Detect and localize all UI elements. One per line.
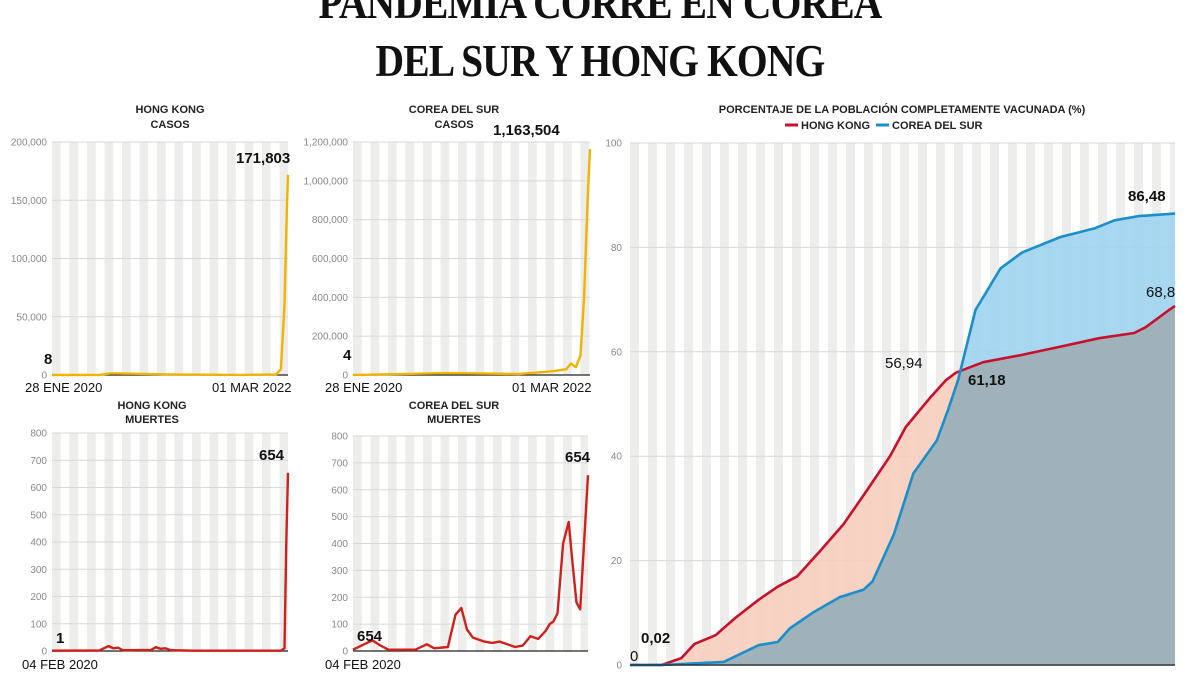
background-stripe [648, 143, 657, 665]
y-tick-label: 50,000 [16, 312, 47, 323]
series-line-hong-kong [630, 304, 1176, 667]
data-label: 56,94 [885, 355, 923, 372]
series-line-corea-del-sur [630, 212, 1176, 667]
y-tick-label: 0 [342, 647, 348, 658]
y-tick-label: 200 [30, 592, 47, 603]
background-stripe [738, 143, 747, 665]
y-tick-label: 100 [331, 620, 348, 631]
y-tick-label: 0 [41, 371, 47, 382]
chart-title: PORCENTAJE DE LA POBLACIÓN COMPLETAMENTE… [719, 103, 1086, 116]
y-tick-label: 300 [30, 565, 47, 576]
x-date-label: 04 FEB 2020 [22, 657, 98, 672]
y-tick-label: 400,000 [312, 293, 349, 304]
background-stripe [756, 143, 765, 665]
chart-kr-deaths: 0 100 200 300 400 500 600 700 800 COREA DEL SUR MU… [325, 400, 591, 672]
y-tick-label: 40 [611, 452, 623, 463]
y-tick-label: 1,200,000 [304, 138, 349, 149]
y-tick-label: 100,000 [11, 254, 48, 265]
x-date-label: 04 FEB 2020 [325, 657, 401, 672]
data-label: 1,163,504 [493, 122, 560, 139]
data-label: 8 [44, 351, 52, 368]
y-tick-label: 60 [611, 347, 623, 358]
chart-title: MUERTES [427, 414, 481, 426]
data-label: 0 [630, 648, 638, 665]
background-stripe [810, 143, 819, 665]
y-tick-label: 200,000 [11, 138, 48, 149]
data-label: 4 [343, 347, 352, 364]
data-label: 68,8 [1146, 284, 1175, 301]
background-stripe [828, 143, 837, 665]
background-stripe [720, 143, 729, 665]
legend-label-corea-del-sur: COREA DEL SUR [892, 120, 983, 132]
y-tick-label: 100 [30, 619, 47, 630]
x-date-label: 01 MAR 2022 [212, 380, 292, 395]
chart-title: HONG KONG [117, 400, 186, 412]
y-tick-label: 500 [331, 512, 348, 523]
x-date-label: 01 MAR 2022 [512, 380, 592, 395]
background-stripe [864, 143, 873, 665]
background-stripe [702, 143, 711, 665]
y-tick-label: 0 [616, 661, 622, 672]
legend: HONG KONG COREA DEL SUR [785, 120, 983, 132]
data-label: 1 [56, 630, 64, 647]
series-line [352, 149, 592, 377]
y-tick-label: 80 [611, 243, 623, 254]
chart-title: CASOS [434, 119, 473, 131]
y-tick-label: 0 [41, 647, 47, 658]
y-tick-label: 20 [611, 556, 623, 567]
data-label: 61,18 [968, 372, 1006, 389]
background-stripe [666, 143, 675, 665]
y-tick-label: 800 [30, 429, 47, 440]
data-label: 171,803 [236, 150, 290, 167]
y-tick-label: 600,000 [312, 254, 349, 265]
y-tick-label: 700 [331, 458, 348, 469]
y-tick-label: 150,000 [11, 196, 48, 207]
y-tick-label: 200 [331, 593, 348, 604]
background-stripe [900, 143, 909, 665]
y-tick-label: 100 [605, 139, 622, 150]
y-tick-label: 600 [30, 483, 47, 494]
y-tick-label: 500 [30, 510, 47, 521]
data-label: 654 [357, 628, 383, 645]
chart-title: CASOS [150, 119, 189, 131]
data-label: 654 [259, 447, 285, 464]
headline-line-1: PANDEMIA CORRE EN COREA [318, 0, 882, 28]
data-label: 654 [565, 449, 591, 466]
background-stripe [774, 143, 783, 665]
chart-title: COREA DEL SUR [409, 400, 500, 412]
background-stripe [846, 143, 855, 665]
y-tick-label: 700 [30, 456, 47, 467]
chart-title: COREA DEL SUR [409, 104, 500, 116]
data-label: 0,02 [641, 630, 670, 647]
chart-title: HONG KONG [135, 104, 204, 116]
y-tick-label: 200,000 [312, 332, 349, 343]
chart-vaccination: 0 20 40 60 80 100 PORCENTAJE DE LA POBLACIÓN C… [605, 103, 1176, 672]
background-stripe [792, 143, 801, 665]
y-tick-label: 400 [30, 538, 47, 549]
x-date-label: 28 ENE 2020 [325, 380, 402, 395]
y-tick-label: 300 [331, 566, 348, 577]
series-line [51, 472, 290, 652]
y-tick-label: 600 [331, 485, 348, 496]
y-tick-label: 800,000 [312, 215, 349, 226]
background-stripe [630, 143, 639, 665]
background-stripe [882, 143, 891, 665]
y-tick-label: 800 [331, 432, 348, 443]
y-tick-label: 0 [342, 371, 348, 382]
series-line [51, 174, 290, 377]
chart-hk-deaths: 0 100 200 300 400 500 600 700 800 HONG KONG MUERTE… [22, 400, 290, 672]
legend-label-hong-kong: HONG KONG [801, 120, 870, 132]
chart-kr-cases: 0 200,000 400,000 600,000 800,000 1,000,000 1,… [304, 104, 592, 395]
y-tick-label: 400 [331, 539, 348, 550]
background-stripe [684, 143, 693, 665]
x-date-label: 28 ENE 2020 [25, 380, 102, 395]
chart-hk-cases: 0 50,000 100,000 150,000 200,000 HONG KONG CAS… [11, 104, 292, 395]
headline-line-2: DEL SUR Y HONG KONG [375, 35, 826, 86]
chart-title: MUERTES [125, 414, 179, 426]
data-label: 86,48 [1128, 188, 1166, 205]
y-tick-label: 1,000,000 [304, 176, 349, 187]
background-stripe [918, 143, 927, 665]
